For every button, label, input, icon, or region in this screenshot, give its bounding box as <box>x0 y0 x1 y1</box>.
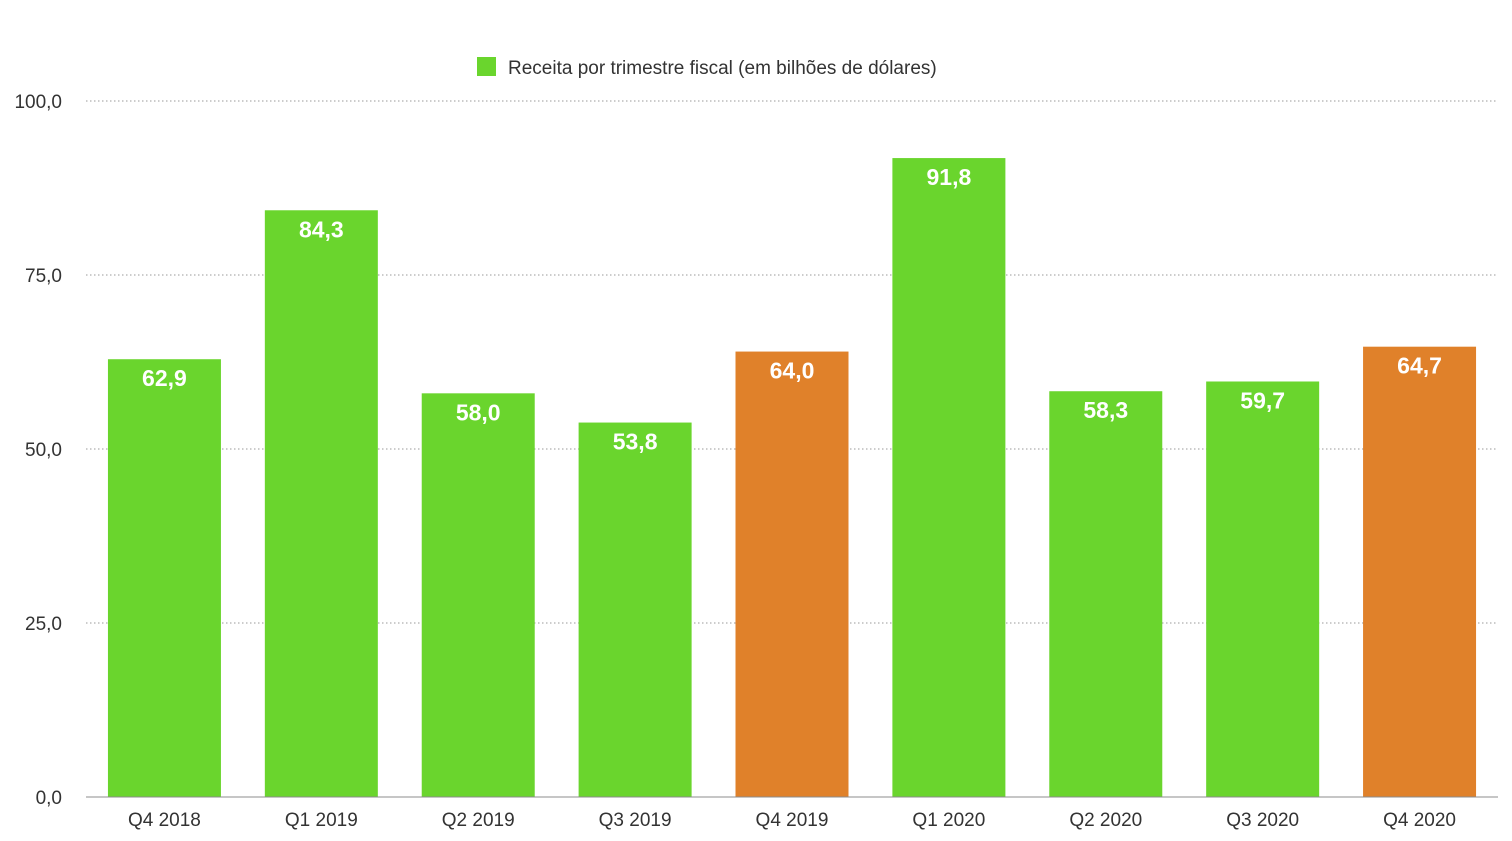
y-tick-label: 100,0 <box>14 92 62 113</box>
data-label: 84,3 <box>299 216 344 242</box>
x-tick-label: Q4 2020 <box>1383 810 1456 831</box>
x-tick-label: Q4 2019 <box>756 810 829 831</box>
bar-q2-2020 <box>1049 391 1163 797</box>
x-tick-label: Q2 2020 <box>1069 810 1142 831</box>
bar-q1-2019 <box>264 210 378 798</box>
legend-label: Receita por trimestre fiscal (em bilhões… <box>508 58 937 79</box>
y-axis: 0,0 25,0 50,0 75,0 100,0 <box>14 92 62 809</box>
x-tick-label: Q3 2020 <box>1226 810 1299 831</box>
bar-q2-2019 <box>421 393 535 797</box>
data-label: 62,9 <box>142 365 187 391</box>
data-label: 91,8 <box>927 164 972 190</box>
y-tick-label: 0,0 <box>36 788 62 809</box>
bar-q4-2020 <box>1363 346 1477 797</box>
bar-q4-2018 <box>107 359 221 797</box>
bars: 62,9 84,3 58,0 53,8 64,0 91,8 58,3 59,7 64,7 <box>107 158 1477 798</box>
x-tick-label: Q1 2019 <box>285 810 358 831</box>
data-label: 58,3 <box>1083 397 1128 423</box>
x-tick-label: Q1 2020 <box>912 810 985 831</box>
x-tick-label: Q4 2018 <box>128 810 201 831</box>
x-axis: Q4 2018 Q1 2019 Q2 2019 Q3 2019 Q4 2019 Q1 20… <box>86 796 1498 831</box>
bar-q3-2019 <box>578 422 692 797</box>
x-tick-label: Q3 2019 <box>599 810 672 831</box>
data-label: 53,8 <box>613 429 658 455</box>
legend: Receita por trimestre fiscal (em bilhões… <box>477 57 937 79</box>
bar-q3-2020 <box>1206 381 1320 797</box>
bar-q4-2019 <box>735 351 849 797</box>
data-label: 58,0 <box>456 399 501 425</box>
y-tick-label: 75,0 <box>25 266 62 287</box>
data-label: 64,0 <box>770 358 815 384</box>
bar-q1-2020 <box>892 158 1006 797</box>
x-tick-label: Q2 2019 <box>442 810 515 831</box>
data-label: 59,7 <box>1240 387 1285 413</box>
y-tick-label: 25,0 <box>25 614 62 635</box>
data-label: 64,7 <box>1397 353 1442 379</box>
y-tick-label: 50,0 <box>25 440 62 461</box>
legend-swatch <box>477 57 496 76</box>
